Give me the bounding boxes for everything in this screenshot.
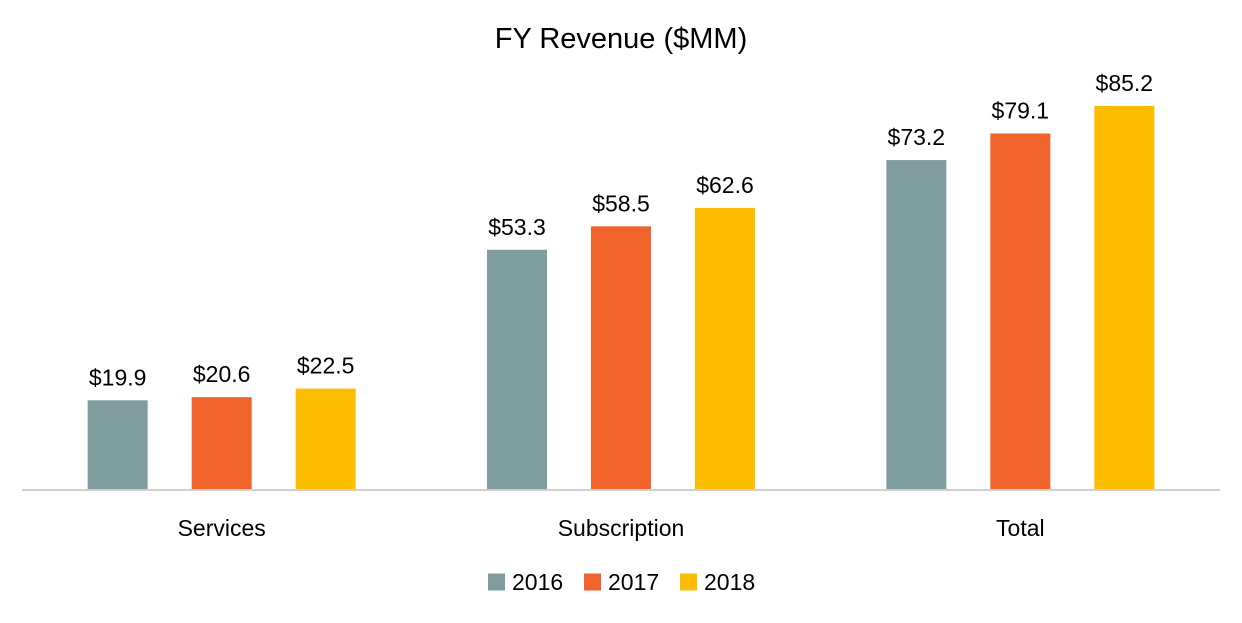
data-label-services-2018: $22.5: [297, 353, 355, 379]
legend-item-2018: 2018: [680, 569, 755, 595]
bar-total-2017: [990, 133, 1051, 490]
x-tick-label-total: Total: [996, 515, 1045, 541]
chart-title: FY Revenue ($MM): [495, 23, 748, 55]
legend-item-2017: 2017: [584, 569, 659, 595]
data-label-total-2018: $85.2: [1096, 70, 1154, 96]
bar-subscription-2017: [591, 226, 651, 491]
legend-label-2016: 2016: [512, 569, 563, 595]
x-axis-tick-labels: Services Subscription Total: [178, 515, 1045, 541]
legend-swatch-2017: [584, 573, 601, 591]
legend-label-2018: 2018: [704, 569, 755, 595]
legend-label-2017: 2017: [608, 569, 659, 595]
legend-item-2016: 2016: [488, 569, 563, 595]
bar-services-2018: [295, 388, 356, 490]
data-label-services-2016: $19.9: [89, 364, 147, 390]
bar-services-2017: [191, 397, 252, 490]
legend-swatch-2016: [488, 573, 505, 591]
bar-total-2016: [886, 160, 947, 490]
bar-services-2016: [87, 400, 148, 490]
data-labels-layer: $19.9 $20.6 $22.5 $53.3 $58.5 $62.6 $73.2 $79.1…: [89, 70, 1153, 390]
data-label-subscription-2016: $53.3: [488, 214, 546, 240]
legend-swatch-2018: [680, 573, 697, 591]
data-label-total-2017: $79.1: [992, 97, 1050, 123]
data-label-subscription-2018: $62.6: [696, 172, 754, 198]
bar-subscription-2018: [695, 207, 755, 490]
data-label-services-2017: $20.6: [193, 361, 251, 387]
bars-layer: [87, 106, 1155, 491]
x-tick-label-services: Services: [178, 515, 266, 541]
data-label-subscription-2017: $58.5: [592, 190, 650, 216]
data-label-total-2016: $73.2: [888, 124, 946, 150]
bar-subscription-2016: [487, 249, 547, 490]
bar-total-2018: [1094, 106, 1155, 490]
legend: 2016 2017 2018: [488, 569, 755, 595]
x-tick-label-subscription: Subscription: [558, 515, 685, 541]
